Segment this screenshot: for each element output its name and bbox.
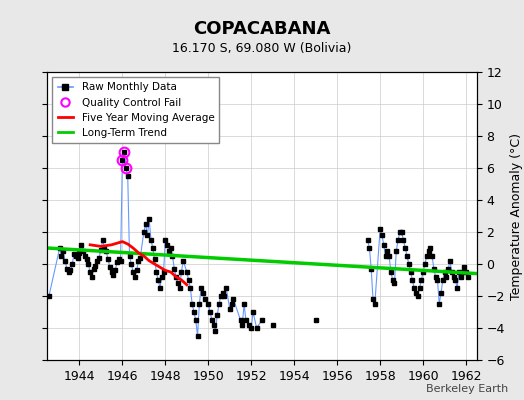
Text: 16.170 S, 69.080 W (Bolivia): 16.170 S, 69.080 W (Bolivia) (172, 42, 352, 55)
Text: COPACABANA: COPACABANA (193, 20, 331, 38)
Text: Berkeley Earth: Berkeley Earth (426, 384, 508, 394)
Legend: Raw Monthly Data, Quality Control Fail, Five Year Moving Average, Long-Term Tren: Raw Monthly Data, Quality Control Fail, … (52, 77, 220, 143)
Y-axis label: Temperature Anomaly (°C): Temperature Anomaly (°C) (510, 132, 523, 300)
